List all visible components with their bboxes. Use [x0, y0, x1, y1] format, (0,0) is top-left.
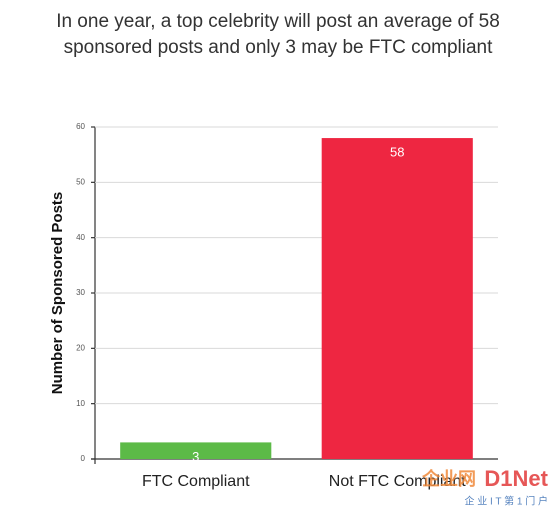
- y-axis-label: Number of Sponsored Posts: [49, 192, 66, 395]
- watermark: 企业网: [421, 468, 476, 489]
- chart-title: sponsored posts and only 3 may be FTC co…: [64, 37, 493, 58]
- bar: [321, 138, 473, 460]
- data-label: 58: [390, 145, 404, 160]
- y-tick-label: 50: [76, 177, 85, 186]
- y-tick-label: 60: [76, 122, 85, 131]
- y-tick-label: 20: [76, 343, 85, 352]
- watermark: D1Net: [484, 466, 548, 491]
- y-tick-label: 10: [76, 399, 85, 408]
- y-tick-label: 30: [76, 288, 85, 297]
- data-label: 3: [192, 449, 199, 464]
- watermark: 企 业 I T 第 1 门 户: [464, 495, 548, 508]
- chart-title: In one year, a top celebrity will post a…: [56, 11, 500, 32]
- y-tick-label: 40: [76, 233, 85, 242]
- bar: [120, 442, 272, 459]
- x-tick-label: Not FTC Compliant: [329, 473, 466, 490]
- y-tick-label: 0: [81, 454, 86, 463]
- x-tick-label: FTC Compliant: [142, 473, 250, 490]
